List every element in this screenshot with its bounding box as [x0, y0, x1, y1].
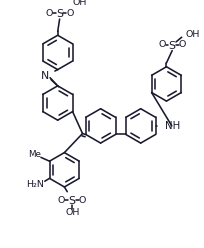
- Text: O: O: [179, 40, 186, 49]
- Text: O: O: [79, 196, 86, 205]
- Text: O: O: [67, 9, 74, 18]
- Text: NH: NH: [165, 121, 180, 131]
- Text: O: O: [58, 196, 65, 205]
- Text: S: S: [169, 41, 176, 51]
- Text: H₂N: H₂N: [26, 180, 44, 188]
- Text: N: N: [41, 71, 49, 81]
- Text: S: S: [69, 196, 75, 206]
- Text: Me: Me: [28, 150, 41, 159]
- Text: O: O: [158, 40, 165, 49]
- Text: S: S: [56, 9, 63, 19]
- Text: OH: OH: [66, 208, 80, 217]
- Text: OH: OH: [186, 30, 200, 39]
- Text: OH: OH: [73, 0, 87, 7]
- Text: O: O: [45, 9, 53, 18]
